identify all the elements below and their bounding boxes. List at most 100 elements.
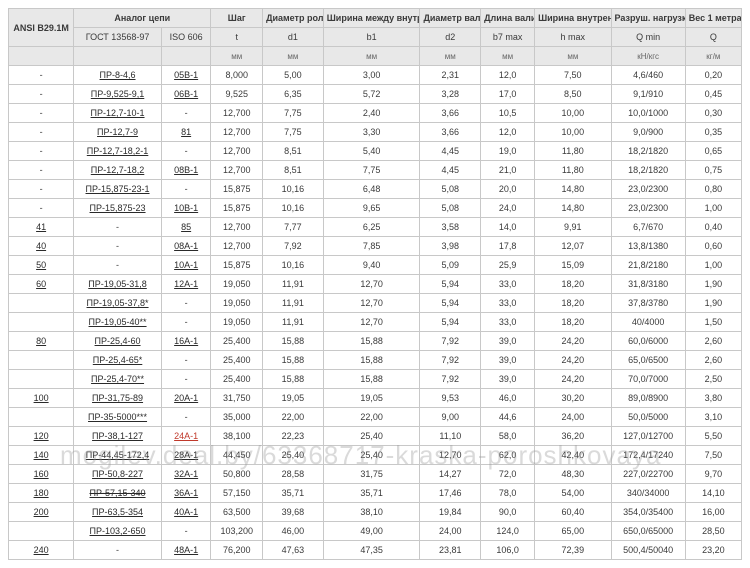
cell: 54,00 xyxy=(535,484,611,503)
cell: - xyxy=(161,313,210,332)
cell: 58,0 xyxy=(481,427,535,446)
cell: 25,40 xyxy=(263,446,324,465)
table-body: -ПР-8-4,605B-18,0005,003,002,3112,07,504… xyxy=(9,66,742,560)
cell: 39,0 xyxy=(481,370,535,389)
cell: 9,91 xyxy=(535,218,611,237)
cell: 5,00 xyxy=(263,66,324,85)
cell: 9,40 xyxy=(323,256,420,275)
cell: - xyxy=(9,104,74,123)
table-row: 80ПР-25,4-6016A-125,40015,8815,887,9239,… xyxy=(9,332,742,351)
table-row: -ПР-12,7-98112,7007,753,303,6612,010,009… xyxy=(9,123,742,142)
cell: 15,88 xyxy=(263,332,324,351)
cell: ПР-25,4-65* xyxy=(74,351,162,370)
cell: 15,88 xyxy=(323,332,420,351)
cell: 15,875 xyxy=(211,256,263,275)
cell: ПР-12,7-10-1 xyxy=(74,104,162,123)
cell: 10,16 xyxy=(263,199,324,218)
hdr-d2: d2 xyxy=(420,28,481,47)
cell: ПР-15,875-23-1 xyxy=(74,180,162,199)
cell: 24,20 xyxy=(535,351,611,370)
cell: 38,100 xyxy=(211,427,263,446)
cell xyxy=(9,370,74,389)
cell: ПР-31,75-89 xyxy=(74,389,162,408)
table-row: 50-10A-115,87510,169,405,0925,915,0921,8… xyxy=(9,256,742,275)
cell: 3,66 xyxy=(420,123,481,142)
cell: 81 xyxy=(161,123,210,142)
hdr-qw: Q xyxy=(685,28,741,47)
cell: 8,000 xyxy=(211,66,263,85)
hdr-winner: Ширина внутренней пластины xyxy=(535,9,611,28)
cell: ПР-12,7-18,2-1 xyxy=(74,142,162,161)
hdr-drol: Диаметр ролика xyxy=(263,9,324,28)
cell: 50,0/5000 xyxy=(611,408,685,427)
cell: 10B-1 xyxy=(161,199,210,218)
cell: 0,20 xyxy=(685,66,741,85)
cell: 0,65 xyxy=(685,142,741,161)
cell: 30,20 xyxy=(535,389,611,408)
cell: 12,700 xyxy=(211,218,263,237)
cell: 19,050 xyxy=(211,275,263,294)
cell: 18,20 xyxy=(535,275,611,294)
cell: 18,2/1820 xyxy=(611,142,685,161)
cell: 60,0/6000 xyxy=(611,332,685,351)
cell: 1,50 xyxy=(685,313,741,332)
cell: 40A-1 xyxy=(161,503,210,522)
cell: 0,45 xyxy=(685,85,741,104)
cell: - xyxy=(9,123,74,142)
cell: 36A-1 xyxy=(161,484,210,503)
cell: 18,20 xyxy=(535,294,611,313)
cell: 9,525 xyxy=(211,85,263,104)
cell: 6,7/670 xyxy=(611,218,685,237)
cell: 10,0/1000 xyxy=(611,104,685,123)
cell: 13,8/1380 xyxy=(611,237,685,256)
cell: ПР-25,4-60 xyxy=(74,332,162,351)
cell: 23,0/2300 xyxy=(611,199,685,218)
cell: 200 xyxy=(9,503,74,522)
table-row: ПР-103,2-650-103,20046,0049,0024,00124,0… xyxy=(9,522,742,541)
cell: 124,0 xyxy=(481,522,535,541)
cell: 6,48 xyxy=(323,180,420,199)
cell: 5,40 xyxy=(323,142,420,161)
cell: 10,16 xyxy=(263,180,324,199)
cell: 40/4000 xyxy=(611,313,685,332)
cell: 12,700 xyxy=(211,142,263,161)
cell: 48A-1 xyxy=(161,541,210,560)
table-row: -ПР-12,7-18,2-1-12,7008,515,404,4519,011… xyxy=(9,142,742,161)
cell: 5,08 xyxy=(420,199,481,218)
hdr-load: Разруш. нагрузка xyxy=(611,9,685,28)
cell: 106,0 xyxy=(481,541,535,560)
hdr-iso: ISO 606 xyxy=(161,28,210,47)
cell: 46,00 xyxy=(263,522,324,541)
cell: 50 xyxy=(9,256,74,275)
cell: 5,94 xyxy=(420,275,481,294)
cell: 17,0 xyxy=(481,85,535,104)
table-row: 120ПР-38,1-12724A-138,10022,2325,4011,10… xyxy=(9,427,742,446)
cell: 8,51 xyxy=(263,161,324,180)
cell: 15,875 xyxy=(211,199,263,218)
cell: ПР-38,1-127 xyxy=(74,427,162,446)
cell: 0,60 xyxy=(685,237,741,256)
cell: 11,91 xyxy=(263,275,324,294)
cell: 23,0/2300 xyxy=(611,180,685,199)
cell: 21,0 xyxy=(481,161,535,180)
table-row: 140ПР-44,45-172,428A-144,45025,4025,4012… xyxy=(9,446,742,465)
cell: 0,75 xyxy=(685,161,741,180)
cell: 24,20 xyxy=(535,332,611,351)
cell: 14,80 xyxy=(535,180,611,199)
cell: 3,58 xyxy=(420,218,481,237)
unit-mm: мм xyxy=(211,47,263,66)
cell: 7,92 xyxy=(420,351,481,370)
hdr-lval: Длина валика xyxy=(481,9,535,28)
cell: ПР-19,05-31,8 xyxy=(74,275,162,294)
cell: 18,2/1820 xyxy=(611,161,685,180)
cell: 354,0/35400 xyxy=(611,503,685,522)
cell: 47,63 xyxy=(263,541,324,560)
cell: 38,10 xyxy=(323,503,420,522)
cell: 3,00 xyxy=(323,66,420,85)
cell: 1,00 xyxy=(685,256,741,275)
cell: 57,150 xyxy=(211,484,263,503)
cell: 1,90 xyxy=(685,275,741,294)
cell: 25,40 xyxy=(323,446,420,465)
cell: 46,0 xyxy=(481,389,535,408)
table-row: 240-48A-176,20047,6347,3523,81106,072,39… xyxy=(9,541,742,560)
